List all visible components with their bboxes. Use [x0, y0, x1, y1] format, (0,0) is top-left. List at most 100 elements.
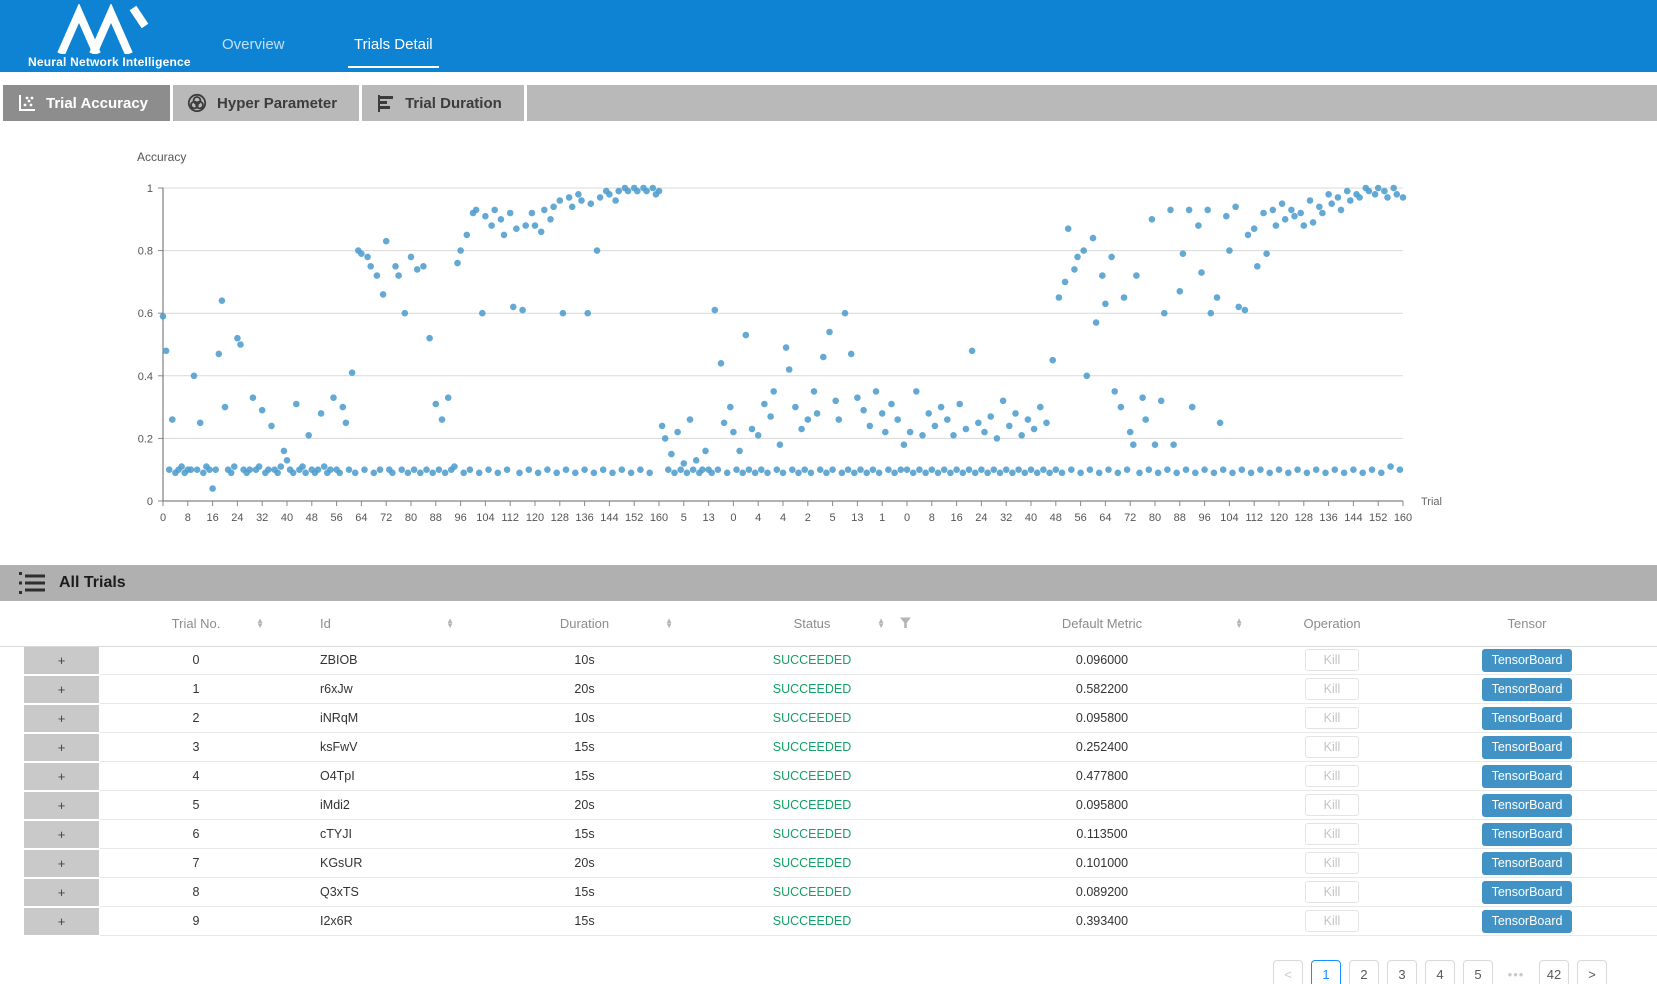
col-trial-no[interactable]: Trial No. ▲▼: [100, 601, 292, 646]
scatter-point: [615, 188, 622, 195]
subtab-trial-accuracy[interactable]: Trial Accuracy: [0, 85, 170, 121]
kill-button[interactable]: Kill: [1305, 852, 1359, 874]
scatter-point: [932, 423, 939, 430]
svg-text:120: 120: [1270, 512, 1288, 524]
svg-text:24: 24: [231, 512, 243, 524]
tensorboard-button[interactable]: TensorBoard: [1482, 910, 1572, 933]
svg-text:80: 80: [405, 512, 417, 524]
trial-id-cell: O4TpI: [292, 762, 482, 791]
scatter-point: [814, 410, 821, 417]
scatter-point: [1049, 357, 1056, 364]
tensorboard-button[interactable]: TensorBoard: [1482, 678, 1572, 701]
tab-trials-detail[interactable]: Trials Detail: [348, 36, 439, 68]
page-button-42[interactable]: 42: [1539, 960, 1569, 984]
kill-button[interactable]: Kill: [1305, 736, 1359, 758]
scatter-point: [169, 416, 176, 423]
col-status[interactable]: Status ▲▼: [687, 601, 937, 646]
expand-row-button[interactable]: +: [24, 792, 99, 819]
kill-button[interactable]: Kill: [1305, 823, 1359, 845]
sort-icon[interactable]: ▲▼: [446, 618, 454, 628]
expand-cell: +: [0, 762, 100, 791]
svg-text:56: 56: [1074, 512, 1086, 524]
tensorboard-button[interactable]: TensorBoard: [1482, 881, 1572, 904]
scatter-point: [451, 463, 458, 470]
scatter-point: [1220, 466, 1227, 473]
scatter-point: [392, 263, 399, 270]
scatter-point: [842, 310, 849, 317]
col-id[interactable]: Id ▲▼: [292, 601, 482, 646]
expand-row-button[interactable]: +: [24, 908, 99, 935]
scatter-point: [1270, 207, 1277, 214]
page-button-2[interactable]: 2: [1349, 960, 1379, 984]
scatter-point: [457, 247, 464, 254]
tensorboard-button[interactable]: TensorBoard: [1482, 823, 1572, 846]
scatter-point: [1142, 416, 1149, 423]
operation-cell: Kill: [1267, 791, 1397, 820]
page-button-3[interactable]: 3: [1387, 960, 1417, 984]
scatter-point: [231, 463, 238, 470]
col-default-metric[interactable]: Default Metric ▲▼: [937, 601, 1267, 646]
scatter-point: [1214, 294, 1221, 301]
subtab-trial-duration[interactable]: Trial Duration: [359, 85, 527, 121]
accuracy-scatter-chart[interactable]: 00.20.40.60.8108162432404856647280889610…: [0, 168, 1657, 540]
svg-text:160: 160: [1394, 512, 1412, 524]
kill-button[interactable]: Kill: [1305, 881, 1359, 903]
scatter-point: [1322, 470, 1329, 477]
scatter-point: [1034, 470, 1041, 477]
scatter-point: [1347, 197, 1354, 204]
subtab-hyper-parameter[interactable]: Hyper Parameter: [170, 85, 359, 121]
sort-icon[interactable]: ▲▼: [1235, 618, 1243, 628]
sort-icon[interactable]: ▲▼: [665, 618, 673, 628]
kill-button[interactable]: Kill: [1305, 794, 1359, 816]
filter-icon[interactable]: [900, 618, 911, 629]
scatter-point: [907, 429, 914, 436]
expand-row-button[interactable]: +: [24, 821, 99, 848]
scatter-point: [600, 466, 607, 473]
expand-row-button[interactable]: +: [24, 734, 99, 761]
scatter-point: [1127, 429, 1134, 436]
expand-row-button[interactable]: +: [24, 763, 99, 790]
tensorboard-button[interactable]: TensorBoard: [1482, 765, 1572, 788]
expand-cell: +: [0, 646, 100, 675]
col-duration[interactable]: Duration ▲▼: [482, 601, 687, 646]
scatter-point: [1080, 247, 1087, 254]
tensorboard-button[interactable]: TensorBoard: [1482, 649, 1572, 672]
scatter-point: [879, 410, 886, 417]
scatter-point: [1301, 222, 1308, 229]
page-button-5[interactable]: 5: [1463, 960, 1493, 984]
page-button-4[interactable]: 4: [1425, 960, 1455, 984]
scatter-point: [1208, 310, 1215, 317]
page-button-1[interactable]: 1: [1311, 960, 1341, 984]
tensorboard-button[interactable]: TensorBoard: [1482, 794, 1572, 817]
expand-row-button[interactable]: +: [24, 705, 99, 732]
kill-button[interactable]: Kill: [1305, 707, 1359, 729]
scatter-point: [758, 466, 765, 473]
expand-row-button[interactable]: +: [24, 676, 99, 703]
sort-icon[interactable]: ▲▼: [877, 618, 885, 628]
tensorboard-button[interactable]: TensorBoard: [1482, 736, 1572, 759]
expand-cell: +: [0, 733, 100, 762]
scatter-point: [953, 466, 960, 473]
scatter-point: [1105, 466, 1112, 473]
scatter-point: [194, 466, 201, 473]
scatter-point: [1263, 250, 1270, 257]
kill-button[interactable]: Kill: [1305, 765, 1359, 787]
tensorboard-button[interactable]: TensorBoard: [1482, 852, 1572, 875]
expand-row-button[interactable]: +: [24, 647, 99, 674]
scatter-point: [634, 188, 641, 195]
scatter-point: [619, 466, 626, 473]
kill-button[interactable]: Kill: [1305, 910, 1359, 932]
tensorboard-button[interactable]: TensorBoard: [1482, 707, 1572, 730]
tab-overview[interactable]: Overview: [222, 36, 285, 53]
kill-button[interactable]: Kill: [1305, 678, 1359, 700]
sort-icon[interactable]: ▲▼: [256, 618, 264, 628]
kill-button[interactable]: Kill: [1305, 649, 1359, 671]
scatter-point: [1288, 207, 1295, 214]
expand-row-button[interactable]: +: [24, 879, 99, 906]
svg-text:136: 136: [575, 512, 593, 524]
scatter-point: [1053, 466, 1060, 473]
scatter-point: [891, 470, 898, 477]
svg-text:144: 144: [600, 512, 618, 524]
expand-row-button[interactable]: +: [24, 850, 99, 877]
next-page-button[interactable]: >: [1577, 960, 1607, 984]
